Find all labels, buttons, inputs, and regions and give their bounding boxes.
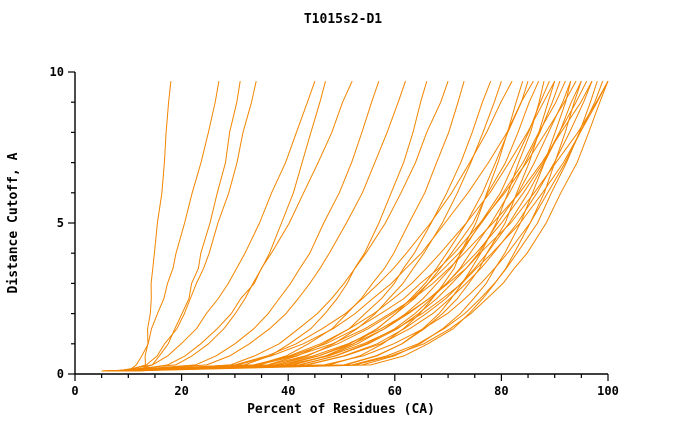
data-curves xyxy=(101,80,609,372)
model-curve xyxy=(128,80,353,372)
model-curve xyxy=(117,80,545,372)
model-curve xyxy=(138,80,449,372)
y-axis-label: Distance Cutoff, A xyxy=(6,152,21,293)
model-curve xyxy=(127,81,220,372)
model-curve xyxy=(106,80,550,372)
x-tick-label: 20 xyxy=(174,384,188,398)
x-tick-label: 100 xyxy=(597,384,619,398)
model-curve xyxy=(122,80,257,372)
chart-title: T1015s2-D1 xyxy=(304,12,382,27)
model-curve xyxy=(101,80,593,372)
axis-ticks xyxy=(68,71,609,381)
model-curve xyxy=(122,80,529,372)
model-curve xyxy=(101,80,609,372)
model-curve xyxy=(128,80,556,372)
axis-tick-labels: 0 20 40 60 80 100 0 5 10 xyxy=(50,65,619,398)
model-curve xyxy=(117,80,513,372)
y-tick-label: 10 xyxy=(50,65,64,79)
x-tick-label: 40 xyxy=(281,384,295,398)
model-curve xyxy=(122,80,406,372)
y-tick-label: 5 xyxy=(57,216,64,230)
x-axis-label: Percent of Residues (CA) xyxy=(247,402,435,417)
model-curve xyxy=(117,80,316,372)
model-curve xyxy=(106,80,465,372)
model-curve xyxy=(101,80,540,372)
x-tick-label: 60 xyxy=(388,384,402,398)
model-curve xyxy=(117,80,577,372)
axes xyxy=(74,72,608,375)
x-tick-label: 80 xyxy=(494,384,508,398)
model-curve xyxy=(112,80,609,372)
x-tick-label: 0 xyxy=(71,384,78,398)
model-curve xyxy=(133,80,609,372)
model-curve xyxy=(143,81,172,372)
model-curve xyxy=(117,80,380,372)
model-curve xyxy=(106,80,566,372)
model-curve xyxy=(112,80,534,372)
model-curve xyxy=(117,80,593,372)
model-curve xyxy=(106,80,582,372)
model-curve xyxy=(128,80,582,372)
model-curve xyxy=(106,80,524,372)
y-tick-label: 0 xyxy=(57,367,64,381)
model-curve xyxy=(112,80,561,372)
model-curve xyxy=(122,80,604,372)
model-curve xyxy=(101,80,556,372)
model-curve xyxy=(133,81,241,372)
model-curve xyxy=(112,80,428,372)
model-curve xyxy=(101,80,572,372)
